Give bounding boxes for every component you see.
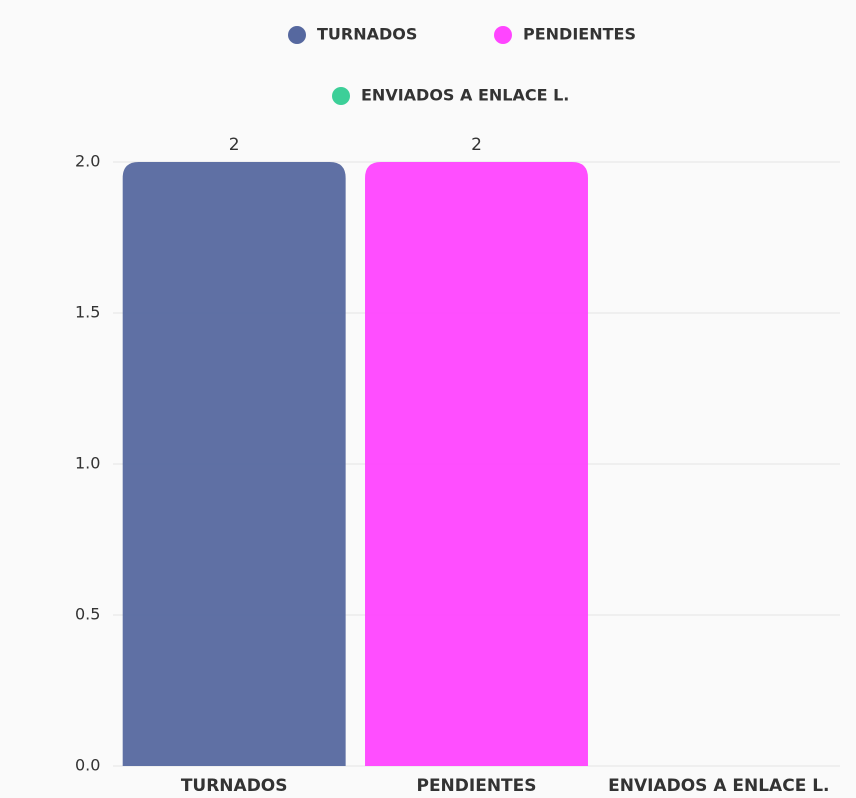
legend-label: TURNADOS xyxy=(317,25,417,44)
data-label: 2 xyxy=(471,135,482,155)
legend-label: PENDIENTES xyxy=(523,25,636,44)
y-tick-label: 0.0 xyxy=(75,756,100,775)
x-tick-label: PENDIENTES xyxy=(416,776,536,796)
bar xyxy=(365,162,588,766)
y-tick-label: 0.5 xyxy=(75,605,100,624)
y-tick-label: 2.0 xyxy=(75,152,100,171)
y-tick-label: 1.5 xyxy=(75,303,100,322)
legend-label: ENVIADOS A ENLACE L. xyxy=(361,86,569,105)
bar xyxy=(122,162,346,766)
legend-swatch xyxy=(332,87,350,105)
y-tick-label: 1.0 xyxy=(75,454,100,473)
x-tick-label: ENVIADOS A ENLACE L. xyxy=(608,776,829,796)
legend-swatch xyxy=(494,26,512,44)
data-label: 2 xyxy=(229,135,240,155)
x-tick-label: TURNADOS xyxy=(181,776,288,796)
legend-swatch xyxy=(288,26,306,44)
